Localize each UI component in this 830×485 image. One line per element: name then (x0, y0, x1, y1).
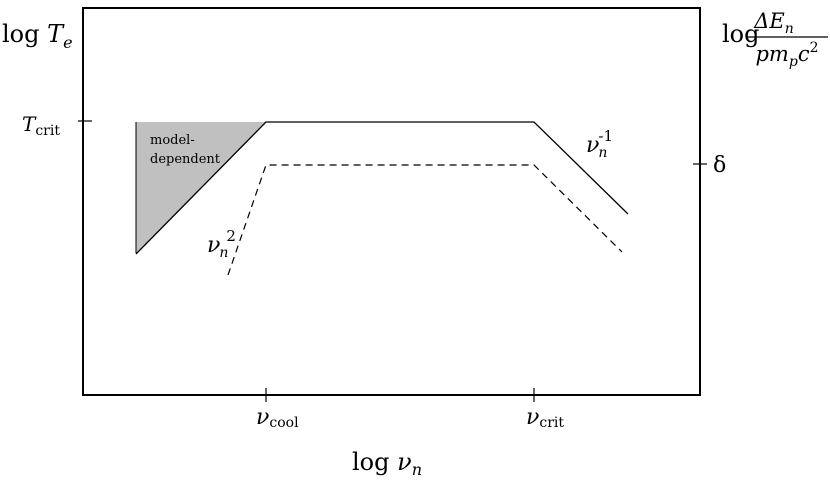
x-tick-label-crit: νcrit (526, 405, 564, 431)
solid-curve (135, 121, 629, 255)
y-right-log: log (722, 20, 760, 48)
x-axis-label: log νn (352, 448, 422, 479)
y-right-numerator: ΔEn (753, 9, 794, 37)
tick-label-tcrit: Tcrit (22, 112, 60, 139)
y-right-label: log ΔEn pmpc2 (722, 9, 828, 70)
y-left-label: log Te (2, 20, 73, 52)
dashed-curve (227, 164, 623, 276)
region-label-line2: dependent (150, 152, 221, 167)
tick-label-delta: δ (713, 153, 726, 178)
x-tick-label-cool: νcool (256, 405, 299, 431)
slope-label-down: νn-1 (586, 127, 613, 161)
slope-label-up: νn2 (207, 227, 236, 261)
y-right-denominator: pmpc2 (755, 40, 818, 70)
plot-frame (82, 7, 701, 396)
region-label-line1: model- (150, 133, 195, 148)
